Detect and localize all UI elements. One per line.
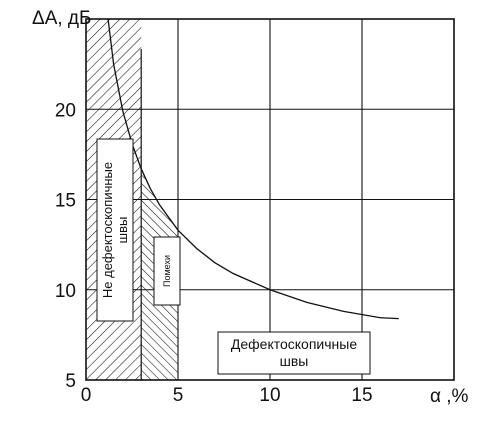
y-tick-label: 5 xyxy=(65,371,76,392)
y-tick-label: 20 xyxy=(55,100,76,121)
region-label-non-defectoscopic-line: швы xyxy=(115,217,130,244)
region-label-non-defectoscopic: Не дефектоскопичные швы xyxy=(100,162,130,298)
x-tick-label: 5 xyxy=(173,385,184,406)
y-tick-label: 15 xyxy=(55,191,76,212)
region-label-interference: Помехи xyxy=(162,255,172,287)
region-label-interference-line: Помехи xyxy=(162,255,172,287)
region-label-non-defectoscopic-box xyxy=(96,138,134,322)
x-tick-label: 0 xyxy=(81,385,92,406)
region-label-defectoscopic-box xyxy=(217,331,371,375)
plot-frame xyxy=(85,18,455,381)
x-tick-label: 10 xyxy=(259,385,280,406)
region-label-defectoscopic-line: Дефектоскопичные xyxy=(231,336,357,352)
region-label-non-defectoscopic-line: Не дефектоскопичные xyxy=(100,162,115,298)
region-label-defectoscopic-line: швы xyxy=(280,353,309,369)
x-tick-label: 15 xyxy=(351,385,372,406)
series-line xyxy=(107,19,399,320)
region-label-interference-box xyxy=(153,236,181,306)
y-tick-label: 10 xyxy=(55,281,76,302)
x-axis-label: α ,% xyxy=(430,386,469,407)
y-axis-label: ΔA, дБ xyxy=(32,8,91,29)
